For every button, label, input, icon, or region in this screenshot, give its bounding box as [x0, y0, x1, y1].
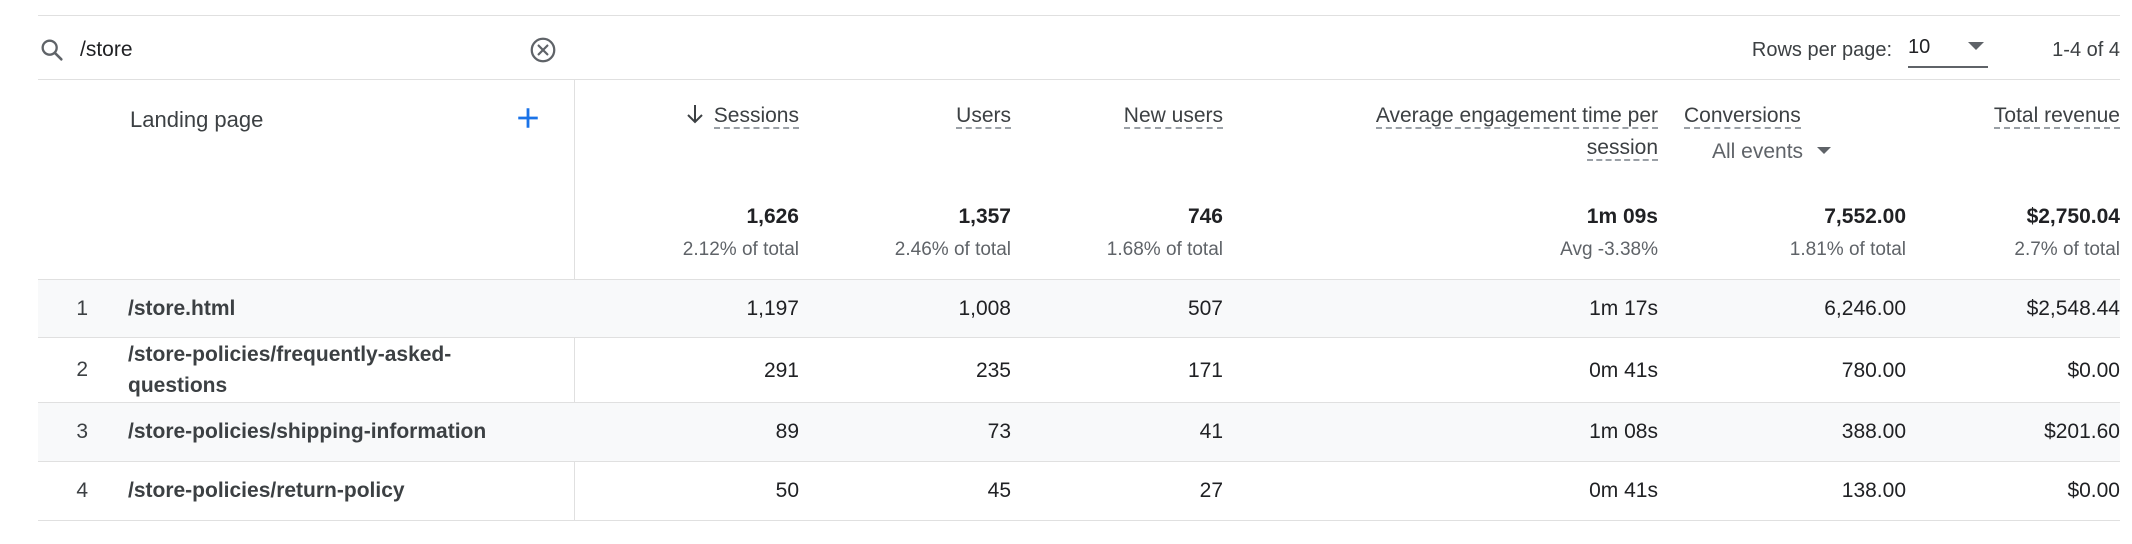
row-avg-engagement: 0m 41s — [1589, 479, 1658, 502]
row-users: 73 — [987, 420, 1011, 443]
avg-engagement-header-label-line1: Average engagement time per — [1375, 104, 1658, 129]
row-total-revenue: $0.00 — [2067, 479, 2120, 502]
total-avg-engagement: 1m 09s — [1586, 205, 1658, 228]
row-new-users: 27 — [1199, 479, 1223, 502]
row-users: 45 — [987, 479, 1011, 502]
landing-page-link-line2: questions — [128, 374, 228, 397]
total-avg-engagement-delta: Avg -3.38% — [1560, 239, 1658, 260]
rows-per-page-label: Rows per page: — [1751, 39, 1892, 61]
landing-page-link[interactable]: /store.html — [128, 297, 236, 320]
table-row[interactable]: 1 /store.html 1,197 1,008 507 1m 17s 6,2… — [38, 280, 2120, 338]
conversions-event-filter[interactable]: All events — [1712, 136, 1832, 168]
rows-per-page-value: 10 — [1908, 36, 1931, 58]
header-divider — [38, 279, 2120, 280]
row-avg-engagement: 1m 17s — [1589, 297, 1658, 320]
search-icon — [41, 39, 63, 61]
total-sessions: 1,626 — [746, 205, 799, 228]
sessions-header-label: Sessions — [713, 104, 799, 129]
avg-engagement-column-header[interactable]: Average engagement time per session — [1258, 100, 1658, 164]
toolbar-divider — [38, 79, 2120, 80]
total-revenue: $2,750.04 — [2026, 205, 2120, 228]
new-users-header-label: New users — [1123, 104, 1223, 129]
sessions-column-header[interactable]: Sessions — [598, 100, 799, 132]
table-toolbar: Rows per page: 10 1-4 of 4 — [38, 16, 2120, 80]
row-users: 1,008 — [958, 297, 1011, 320]
conversions-column-header[interactable]: Conversions — [1678, 100, 1890, 132]
landing-page-link[interactable]: /store-policies/frequently-asked- questi… — [128, 339, 548, 401]
conversions-header-label: Conversions — [1684, 104, 1801, 129]
total-revenue-header-label: Total revenue — [1993, 104, 2120, 129]
total-sessions-percent: 2.12% of total — [682, 239, 799, 260]
pagination-range: 1-4 of 4 — [2052, 39, 2120, 61]
users-column-header[interactable]: Users — [828, 100, 1011, 132]
row-conversions: 6,246.00 — [1824, 297, 1906, 320]
search-input[interactable] — [80, 36, 500, 64]
chevron-down-icon — [1817, 147, 1832, 154]
row-conversions: 388.00 — [1841, 420, 1906, 443]
row-total-revenue: $2,548.44 — [2026, 297, 2120, 320]
top-divider — [38, 15, 2120, 16]
total-conversions-percent: 1.81% of total — [1789, 239, 1906, 260]
total-new-users: 746 — [1187, 205, 1223, 228]
landing-page-link[interactable]: /store-policies/shipping-information — [128, 420, 487, 443]
chevron-down-icon — [1968, 42, 1984, 50]
row-avg-engagement: 1m 08s — [1589, 420, 1658, 443]
row-new-users: 507 — [1187, 297, 1223, 320]
table-row[interactable]: 3 /store-policies/shipping-information 8… — [38, 403, 2120, 462]
total-conversions: 7,552.00 — [1824, 205, 1906, 228]
row-new-users: 41 — [1199, 420, 1223, 443]
table-row[interactable]: 2 /store-policies/frequently-asked- ques… — [38, 338, 2120, 403]
row-index: 4 — [76, 479, 88, 502]
arrow-down-icon — [687, 105, 703, 124]
event-filter-value: All events — [1712, 140, 1804, 163]
row-new-users: 171 — [1187, 359, 1223, 382]
users-header-label: Users — [956, 104, 1011, 129]
table-row[interactable]: 4 /store-policies/return-policy 50 45 27… — [38, 462, 2120, 521]
row-total-revenue: $201.60 — [2044, 420, 2120, 443]
rows-per-page-select[interactable]: 10 — [1908, 30, 1988, 68]
landing-page-link-line1: /store-policies/frequently-asked- — [128, 343, 452, 366]
row-conversions: 780.00 — [1841, 359, 1906, 382]
total-revenue-column-header[interactable]: Total revenue — [1908, 100, 2120, 132]
row-total-revenue: $0.00 — [2067, 359, 2120, 382]
row-avg-engagement: 0m 41s — [1589, 359, 1658, 382]
row-conversions: 138.00 — [1841, 479, 1906, 502]
add-dimension-icon[interactable] — [515, 105, 541, 131]
landing-page-link[interactable]: /store-policies/return-policy — [128, 479, 405, 502]
avg-engagement-header-label-line2: session — [1586, 136, 1658, 161]
landing-page-column-header[interactable]: Landing page — [130, 107, 264, 132]
total-revenue-percent: 2.7% of total — [2014, 239, 2120, 260]
row-index: 1 — [76, 297, 88, 320]
row-index: 3 — [76, 420, 88, 443]
row-sessions: 1,197 — [746, 297, 799, 320]
total-users-percent: 2.46% of total — [894, 239, 1011, 260]
row-users: 235 — [975, 359, 1011, 382]
row-sessions: 291 — [763, 359, 799, 382]
total-new-users-percent: 1.68% of total — [1106, 239, 1223, 260]
new-users-column-header[interactable]: New users — [1038, 100, 1223, 132]
row-sessions: 89 — [775, 420, 799, 443]
row-index: 2 — [76, 358, 88, 381]
total-users: 1,357 — [958, 205, 1011, 228]
row-sessions: 50 — [775, 479, 799, 502]
clear-search-icon[interactable] — [528, 35, 558, 65]
